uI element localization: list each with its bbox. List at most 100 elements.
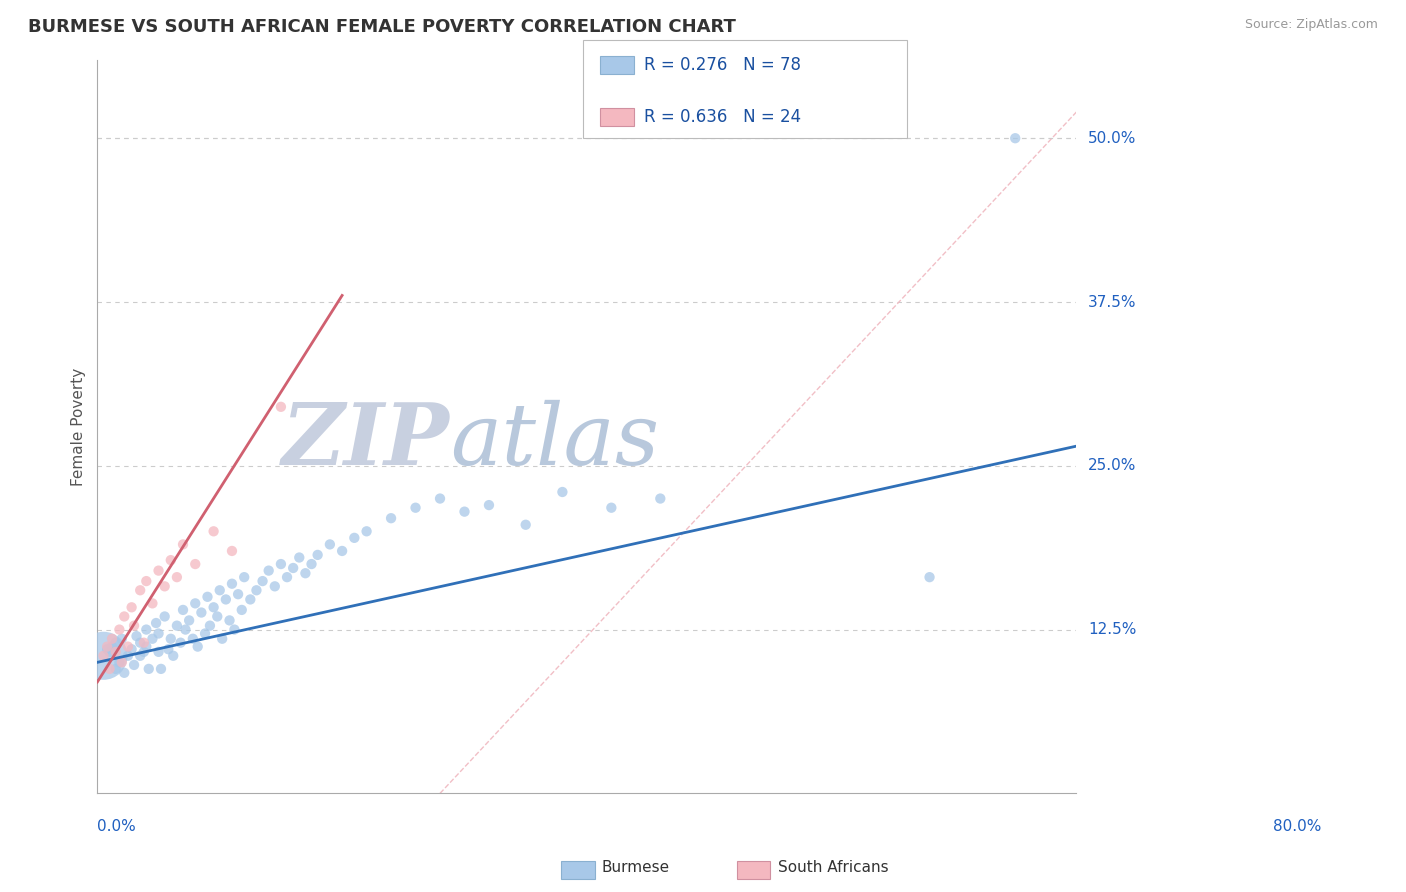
Point — [148, 645, 170, 659]
Point — [125, 629, 148, 643]
Point — [157, 642, 180, 657]
Point — [270, 557, 292, 571]
Point — [202, 524, 225, 539]
Point — [141, 632, 163, 646]
Text: Source: ZipAtlas.com: Source: ZipAtlas.com — [1244, 18, 1378, 31]
Point — [145, 615, 167, 630]
Point — [162, 648, 184, 663]
Point — [174, 623, 197, 637]
Point — [104, 645, 127, 659]
Point — [515, 517, 537, 532]
Point — [257, 564, 280, 578]
Point — [159, 632, 181, 646]
Point — [551, 485, 574, 500]
Point — [184, 596, 207, 610]
Point — [111, 656, 134, 670]
Text: Burmese: Burmese — [602, 860, 669, 874]
Point — [224, 623, 246, 637]
Point — [650, 491, 672, 506]
Point — [198, 618, 221, 632]
Point — [918, 570, 941, 584]
Point — [179, 614, 201, 628]
Point — [380, 511, 402, 525]
Point — [239, 592, 262, 607]
Point — [600, 500, 623, 515]
Point — [96, 640, 118, 654]
Point — [129, 648, 152, 663]
Text: 80.0%: 80.0% — [1272, 819, 1322, 834]
Point — [108, 623, 131, 637]
Point — [112, 665, 135, 680]
Point — [101, 632, 124, 646]
Text: 25.0%: 25.0% — [1088, 458, 1136, 474]
Point — [132, 645, 155, 659]
Point — [343, 531, 366, 545]
Point — [159, 553, 181, 567]
Point — [283, 561, 305, 575]
Y-axis label: Female Poverty: Female Poverty — [72, 368, 86, 485]
Point — [194, 626, 217, 640]
Point — [98, 662, 121, 676]
Point — [215, 592, 238, 607]
Point — [122, 657, 145, 672]
Text: R = 0.636   N = 24: R = 0.636 N = 24 — [644, 108, 801, 126]
Point — [252, 574, 274, 588]
Point — [138, 662, 160, 676]
Point — [221, 544, 243, 558]
Point — [187, 640, 209, 654]
Point — [301, 557, 323, 571]
Point — [153, 609, 176, 624]
Point — [190, 606, 212, 620]
Point — [288, 550, 311, 565]
Point — [276, 570, 298, 584]
Point — [207, 609, 229, 624]
Point — [231, 603, 253, 617]
Point — [129, 583, 152, 598]
Point — [270, 400, 292, 414]
Point — [330, 544, 353, 558]
Point — [208, 583, 231, 598]
Point — [135, 640, 157, 654]
Point — [117, 640, 139, 654]
Point — [148, 626, 170, 640]
Point — [172, 603, 194, 617]
Point — [93, 648, 115, 663]
Text: 50.0%: 50.0% — [1088, 131, 1136, 145]
Point — [135, 623, 157, 637]
Point — [453, 505, 475, 519]
Text: South Africans: South Africans — [778, 860, 889, 874]
Point — [405, 500, 427, 515]
Point — [166, 570, 188, 584]
Point — [122, 618, 145, 632]
Text: 37.5%: 37.5% — [1088, 294, 1136, 310]
Text: BURMESE VS SOUTH AFRICAN FEMALE POVERTY CORRELATION CHART: BURMESE VS SOUTH AFRICAN FEMALE POVERTY … — [28, 18, 735, 36]
Point — [132, 635, 155, 649]
Point — [202, 600, 225, 615]
Point — [153, 579, 176, 593]
Point — [478, 498, 501, 512]
Text: ZIP: ZIP — [283, 400, 450, 483]
Point — [245, 583, 267, 598]
Point — [104, 662, 127, 676]
Point — [356, 524, 378, 539]
Point — [172, 537, 194, 551]
Point — [93, 648, 115, 663]
Point — [96, 642, 118, 657]
Point — [111, 632, 134, 646]
Point — [101, 640, 124, 654]
Point — [98, 645, 121, 659]
Point — [1004, 131, 1026, 145]
Point — [112, 609, 135, 624]
Point — [121, 600, 143, 615]
Point — [221, 576, 243, 591]
Point — [184, 557, 207, 571]
Point — [141, 596, 163, 610]
Point — [150, 662, 173, 676]
Point — [121, 642, 143, 657]
Point — [319, 537, 342, 551]
Point — [181, 632, 204, 646]
Point — [166, 618, 188, 632]
Point — [169, 635, 191, 649]
Point — [307, 548, 329, 562]
Text: 0.0%: 0.0% — [97, 819, 136, 834]
